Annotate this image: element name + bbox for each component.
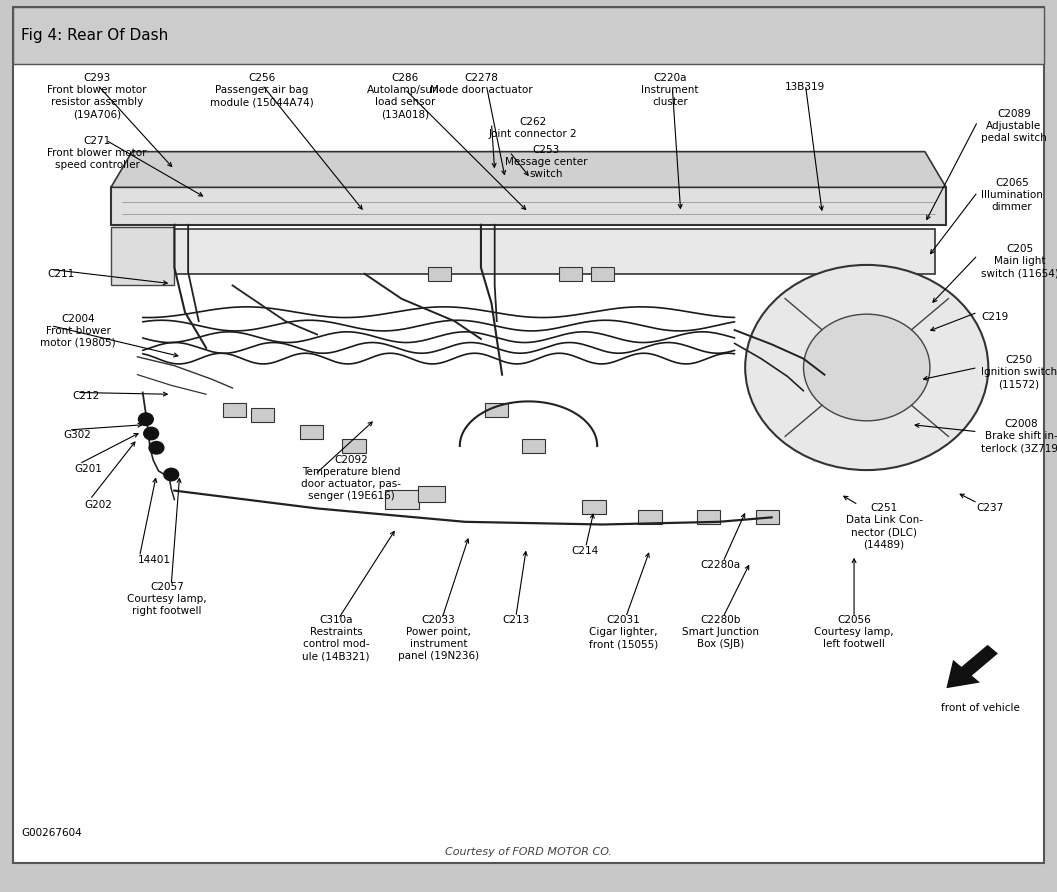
Text: C2280a: C2280a [701, 560, 741, 570]
Text: front of vehicle: front of vehicle [942, 703, 1020, 713]
FancyBboxPatch shape [385, 490, 419, 509]
FancyBboxPatch shape [559, 267, 582, 281]
Text: C286
Autolamp/sun-
load sensor
(13A018): C286 Autolamp/sun- load sensor (13A018) [367, 73, 443, 120]
Text: G202: G202 [85, 500, 112, 509]
Polygon shape [111, 152, 946, 187]
Text: C211: C211 [48, 269, 75, 279]
FancyBboxPatch shape [591, 267, 614, 281]
Text: C237: C237 [977, 503, 1004, 513]
FancyBboxPatch shape [418, 486, 445, 502]
Text: C253
Message center
switch: C253 Message center switch [505, 145, 588, 178]
Text: C2033
Power point,
instrument
panel (19N236): C2033 Power point, instrument panel (19N… [398, 615, 479, 662]
Circle shape [149, 442, 164, 454]
FancyBboxPatch shape [13, 7, 1044, 64]
Text: C271
Front blower motor
speed controller: C271 Front blower motor speed controller [48, 136, 147, 169]
Text: C212: C212 [72, 391, 99, 401]
Text: C256
Passenger air bag
module (15044A74): C256 Passenger air bag module (15044A74) [210, 73, 314, 107]
Text: 13B319: 13B319 [785, 82, 826, 92]
FancyBboxPatch shape [111, 187, 946, 225]
Circle shape [144, 427, 159, 440]
Text: C2280b
Smart Junction
Box (SJB): C2280b Smart Junction Box (SJB) [683, 615, 759, 649]
Text: C2004
Front blower
motor (19805): C2004 Front blower motor (19805) [40, 314, 116, 348]
Text: C262
Joint connector 2: C262 Joint connector 2 [488, 117, 577, 139]
FancyBboxPatch shape [638, 510, 662, 524]
Text: 14401: 14401 [137, 555, 170, 565]
Text: C250
Ignition switch
(11572): C250 Ignition switch (11572) [981, 355, 1057, 389]
Text: C213: C213 [502, 615, 530, 625]
Circle shape [138, 413, 153, 425]
Circle shape [164, 468, 179, 481]
Text: C2031
Cigar lighter,
front (15055): C2031 Cigar lighter, front (15055) [589, 615, 659, 649]
Text: G201: G201 [74, 464, 101, 474]
Text: C293
Front blower motor
resistor assembly
(19A706): C293 Front blower motor resistor assembl… [48, 73, 147, 120]
Circle shape [803, 314, 930, 421]
FancyBboxPatch shape [111, 227, 174, 285]
Text: G00267604: G00267604 [21, 829, 81, 838]
Text: C2008
Brake shift in-
terlock (3Z719): C2008 Brake shift in- terlock (3Z719) [981, 419, 1057, 453]
FancyBboxPatch shape [697, 510, 720, 524]
Text: C2089
Adjustable
pedal switch: C2089 Adjustable pedal switch [981, 109, 1046, 143]
Text: C2065
Illumination
dimmer: C2065 Illumination dimmer [981, 178, 1043, 212]
Text: C310a
Restraints
control mod-
ule (14B321): C310a Restraints control mod- ule (14B32… [302, 615, 370, 662]
FancyBboxPatch shape [342, 439, 366, 453]
Text: C251
Data Link Con-
nector (DLC)
(14489): C251 Data Link Con- nector (DLC) (14489) [846, 503, 923, 549]
Text: C214: C214 [571, 546, 598, 556]
Polygon shape [945, 643, 1000, 690]
FancyBboxPatch shape [756, 510, 779, 524]
FancyBboxPatch shape [522, 439, 545, 453]
Circle shape [745, 265, 988, 470]
FancyBboxPatch shape [428, 267, 451, 281]
FancyBboxPatch shape [122, 229, 935, 274]
FancyBboxPatch shape [582, 500, 606, 514]
Text: C219: C219 [981, 312, 1008, 322]
Text: Fig 4: Rear Of Dash: Fig 4: Rear Of Dash [21, 29, 168, 43]
Text: C2057
Courtesy lamp,
right footwell: C2057 Courtesy lamp, right footwell [127, 582, 207, 615]
Text: C2278
Mode door actuator: C2278 Mode door actuator [429, 73, 533, 95]
FancyBboxPatch shape [13, 7, 1044, 863]
Text: C2056
Courtesy lamp,
left footwell: C2056 Courtesy lamp, left footwell [814, 615, 894, 649]
FancyBboxPatch shape [300, 425, 323, 439]
Text: C205
Main light
switch (11654): C205 Main light switch (11654) [981, 244, 1057, 278]
Text: C2092
Temperature blend
door actuator, pas-
senger (19E616): C2092 Temperature blend door actuator, p… [301, 455, 402, 501]
FancyBboxPatch shape [251, 408, 274, 422]
FancyBboxPatch shape [485, 403, 508, 417]
Text: Courtesy of FORD MOTOR CO.: Courtesy of FORD MOTOR CO. [445, 847, 612, 857]
FancyBboxPatch shape [223, 403, 246, 417]
Text: C220a
Instrument
cluster: C220a Instrument cluster [642, 73, 699, 107]
Text: G302: G302 [63, 430, 91, 440]
